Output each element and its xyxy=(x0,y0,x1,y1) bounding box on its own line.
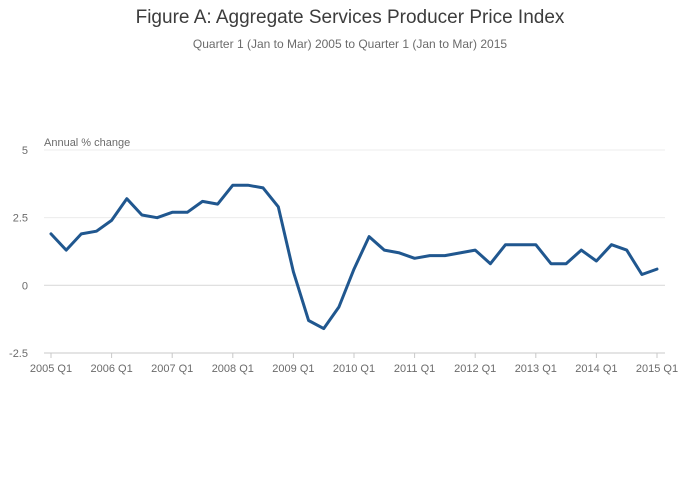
x-tick-label: 2015 Q1 xyxy=(636,363,678,375)
x-tick-label: 2006 Q1 xyxy=(90,363,132,375)
x-tick-label: 2013 Q1 xyxy=(515,363,557,375)
chart-title: Figure A: Aggregate Services Producer Pr… xyxy=(135,7,565,28)
x-tick-label: 2009 Q1 xyxy=(272,363,314,375)
series xyxy=(49,183,659,331)
y-tick-label: -2.5 xyxy=(9,348,28,360)
x-tick-label: 2014 Q1 xyxy=(575,363,617,375)
y-tick-label: 2.5 xyxy=(13,213,28,225)
x-tick-label: 2011 Q1 xyxy=(394,363,435,375)
y-tick-label: 0 xyxy=(22,280,28,292)
chart-subtitle: Quarter 1 (Jan to Mar) 2005 to Quarter 1… xyxy=(192,37,508,51)
x-tick-label: 2010 Q1 xyxy=(333,363,375,375)
gridlines xyxy=(44,149,665,354)
x-tick-label: 2008 Q1 xyxy=(212,363,254,375)
x-tick-label: 2012 Q1 xyxy=(454,363,496,375)
x-tick-label: 2007 Q1 xyxy=(151,363,193,375)
y-axis-label: Annual % change xyxy=(44,137,130,149)
series-line xyxy=(49,183,659,331)
x-tick-label: 2005 Q1 xyxy=(30,363,72,375)
y-tick-label: 5 xyxy=(22,145,28,157)
